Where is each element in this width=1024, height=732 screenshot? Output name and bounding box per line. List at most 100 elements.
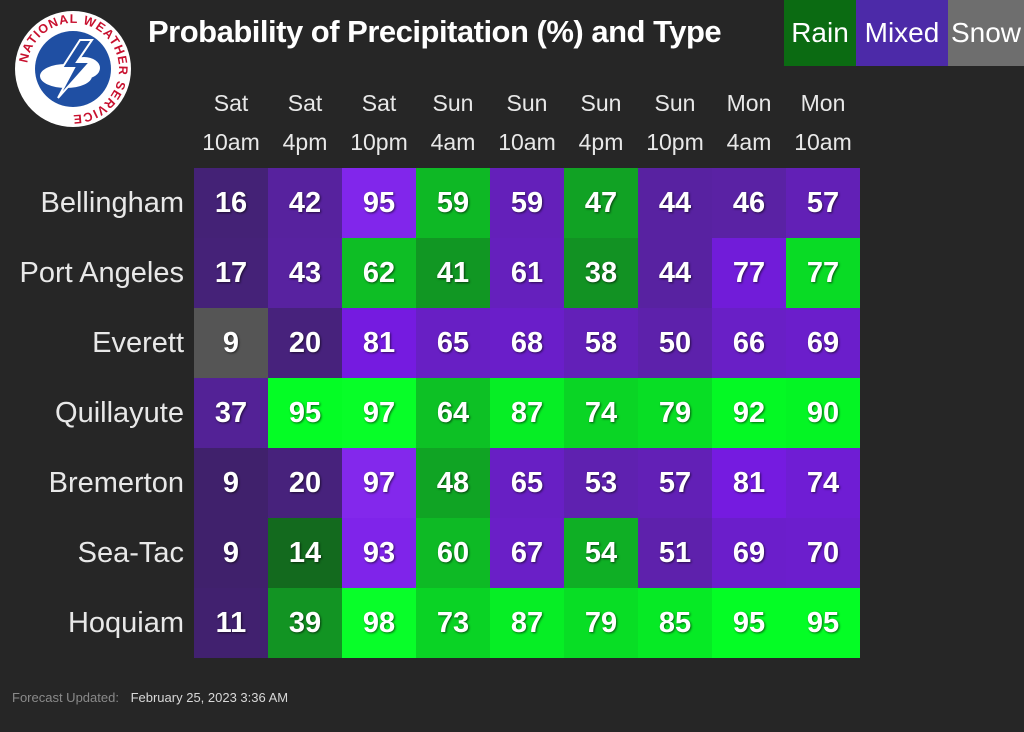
pop-cell: 68: [490, 308, 564, 378]
column-time-label: 4pm: [578, 129, 624, 155]
pop-cell: 74: [786, 448, 860, 518]
pop-cell: 53: [564, 448, 638, 518]
pop-cell: 95: [268, 378, 342, 448]
column-day-label: Sun: [580, 90, 622, 116]
pop-cell: 81: [712, 448, 786, 518]
column-day-label: Sun: [654, 90, 696, 116]
column-day-label: Sat: [213, 90, 249, 116]
legend-snow: Snow: [948, 0, 1024, 66]
pop-cell: 20: [268, 448, 342, 518]
forecast-updated-label: Forecast Updated:: [12, 690, 119, 705]
row-location-label: Quillayute: [55, 397, 184, 429]
pop-cell: 69: [786, 308, 860, 378]
column-header: Sat 4pm: [268, 84, 342, 162]
pop-cell: 37: [194, 378, 268, 448]
pop-cell: 38: [564, 238, 638, 308]
pop-cell: 97: [342, 448, 416, 518]
pop-cell: 87: [490, 378, 564, 448]
pop-cell: 41: [416, 238, 490, 308]
pop-cell: 44: [638, 238, 712, 308]
column-header: Sat 10am: [194, 84, 268, 162]
pop-cell: 70: [786, 518, 860, 588]
column-time-label: 4pm: [282, 129, 328, 155]
pop-cell: 65: [490, 448, 564, 518]
pop-cell: 90: [786, 378, 860, 448]
pop-cell: 57: [638, 448, 712, 518]
pop-cell: 43: [268, 238, 342, 308]
pop-cell: 97: [342, 378, 416, 448]
pop-cell: 64: [416, 378, 490, 448]
pop-cell: 79: [638, 378, 712, 448]
legend-snow-label: Snow: [950, 17, 1022, 48]
pop-cell: 50: [638, 308, 712, 378]
pop-cell: 54: [564, 518, 638, 588]
column-header: Mon 10am: [786, 84, 860, 162]
column-day-label: Mon: [726, 90, 772, 116]
column-header: Sun 4pm: [564, 84, 638, 162]
pop-cell: 66: [712, 308, 786, 378]
pop-cell: 74: [564, 378, 638, 448]
pop-cell: 9: [194, 308, 268, 378]
pop-cell: 14: [268, 518, 342, 588]
pop-cell: 57: [786, 168, 860, 238]
legend-rain: Rain: [784, 0, 856, 66]
pop-cell: 9: [194, 518, 268, 588]
pop-cell: 42: [268, 168, 342, 238]
pop-cell: 9: [194, 448, 268, 518]
pop-cell: 61: [490, 238, 564, 308]
pop-cell: 58: [564, 308, 638, 378]
pop-cell: 79: [564, 588, 638, 658]
pop-cell: 67: [490, 518, 564, 588]
pop-cell: 17: [194, 238, 268, 308]
column-header: Sat 10pm: [342, 84, 416, 162]
row-location-label: Everett: [92, 327, 184, 359]
pop-cell: 60: [416, 518, 490, 588]
row-location-label: Port Angeles: [19, 257, 184, 289]
pop-cell: 93: [342, 518, 416, 588]
chart-title: Probability of Precipitation (%) and Typ…: [148, 14, 722, 49]
column-time-label: 4am: [430, 129, 476, 155]
pop-cell: 47: [564, 168, 638, 238]
pop-cell: 95: [786, 588, 860, 658]
pop-cell: 95: [342, 168, 416, 238]
column-time-label: 10am: [498, 129, 556, 155]
pop-cell: 81: [342, 308, 416, 378]
pop-cell: 62: [342, 238, 416, 308]
forecast-updated-value: February 25, 2023 3:36 AM: [130, 690, 289, 705]
pop-cell: 48: [416, 448, 490, 518]
row-location-label: Bremerton: [48, 467, 184, 499]
column-time-label: 10pm: [646, 129, 704, 155]
column-time-label: 10pm: [350, 129, 408, 155]
pop-cell: 59: [416, 168, 490, 238]
column-header: Sun 10pm: [638, 84, 712, 162]
forecast-updated: Forecast Updated: February 25, 2023 3:36…: [12, 690, 288, 705]
pop-cell: 39: [268, 588, 342, 658]
column-header: Sun 4am: [416, 84, 490, 162]
column-day-label: Sat: [361, 90, 397, 116]
pop-cell: 59: [490, 168, 564, 238]
column-header: Mon 4am: [712, 84, 786, 162]
legend-rain-label: Rain: [791, 17, 849, 48]
pop-cell: 77: [712, 238, 786, 308]
row-location-label: Bellingham: [40, 187, 184, 219]
legend-mixed: Mixed: [856, 0, 948, 66]
pop-cell: 51: [638, 518, 712, 588]
column-day-label: Mon: [800, 90, 846, 116]
column-time-label: 4am: [726, 129, 772, 155]
legend-mixed-label: Mixed: [864, 17, 940, 48]
pop-cell: 46: [712, 168, 786, 238]
column-day-label: Sat: [287, 90, 323, 116]
column-day-label: Sun: [506, 90, 548, 116]
pop-cell: 77: [786, 238, 860, 308]
column-time-label: 10am: [202, 129, 260, 155]
pop-cell: 11: [194, 588, 268, 658]
column-day-label: Sun: [432, 90, 474, 116]
pop-cell: 98: [342, 588, 416, 658]
pop-cell: 85: [638, 588, 712, 658]
pop-cell: 73: [416, 588, 490, 658]
pop-cell: 92: [712, 378, 786, 448]
pop-cell: 20: [268, 308, 342, 378]
row-location-label: Hoquiam: [67, 607, 184, 639]
row-location-label: Sea-Tac: [77, 537, 184, 569]
nws-logo: NATIONAL WEATHER SERVICE: [14, 10, 132, 128]
